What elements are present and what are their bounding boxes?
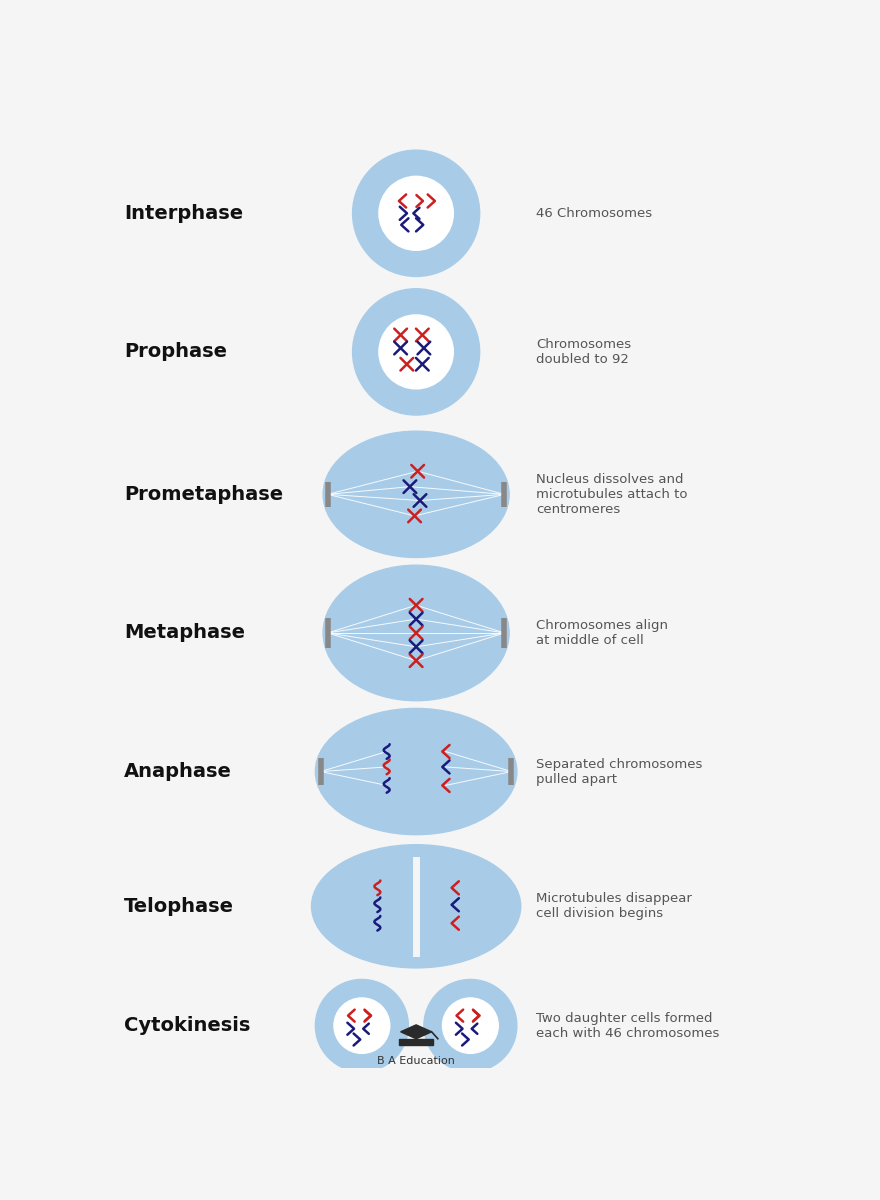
Text: Prophase: Prophase bbox=[124, 342, 227, 361]
Polygon shape bbox=[399, 1039, 433, 1045]
Text: Separated chromosomes
pulled apart: Separated chromosomes pulled apart bbox=[536, 757, 702, 786]
Text: Prometaphase: Prometaphase bbox=[124, 485, 283, 504]
Circle shape bbox=[353, 150, 480, 276]
Text: Nucleus dissolves and
microtubules attach to
centromeres: Nucleus dissolves and microtubules attac… bbox=[536, 473, 688, 516]
Text: Chromosomes align
at middle of cell: Chromosomes align at middle of cell bbox=[536, 619, 668, 647]
Text: Two daughter cells formed
each with 46 chromosomes: Two daughter cells formed each with 46 c… bbox=[536, 1012, 720, 1039]
Circle shape bbox=[443, 998, 498, 1054]
Text: Telophase: Telophase bbox=[124, 896, 234, 916]
Ellipse shape bbox=[323, 565, 510, 701]
Ellipse shape bbox=[315, 708, 517, 835]
Ellipse shape bbox=[323, 431, 510, 558]
Text: Metaphase: Metaphase bbox=[124, 624, 245, 642]
Text: Microtubules disappear
cell division begins: Microtubules disappear cell division beg… bbox=[536, 893, 693, 920]
Text: Chromosomes
doubled to 92: Chromosomes doubled to 92 bbox=[536, 338, 631, 366]
Circle shape bbox=[334, 998, 390, 1054]
Circle shape bbox=[424, 979, 517, 1072]
Text: Cytokinesis: Cytokinesis bbox=[124, 1016, 250, 1036]
Circle shape bbox=[353, 289, 480, 415]
Ellipse shape bbox=[312, 845, 521, 968]
Circle shape bbox=[379, 314, 453, 389]
Circle shape bbox=[379, 176, 453, 251]
Text: B A Education: B A Education bbox=[378, 1056, 455, 1067]
Text: Interphase: Interphase bbox=[124, 204, 243, 223]
Text: 46 Chromosomes: 46 Chromosomes bbox=[536, 206, 652, 220]
Polygon shape bbox=[400, 1025, 431, 1039]
Circle shape bbox=[315, 979, 408, 1072]
Text: Anaphase: Anaphase bbox=[124, 762, 231, 781]
